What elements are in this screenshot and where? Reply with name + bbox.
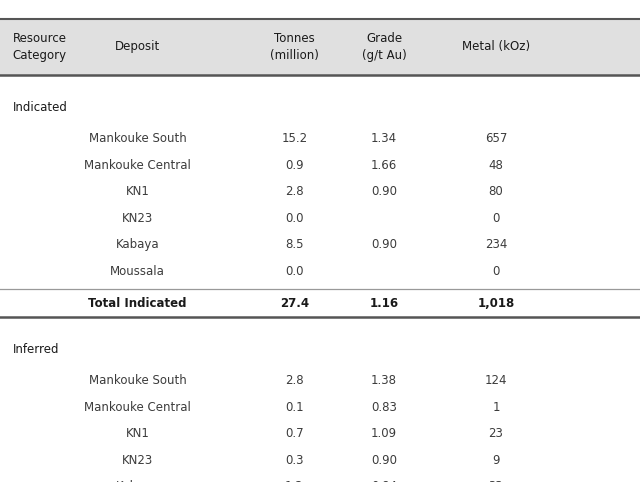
Text: 1.09: 1.09	[371, 428, 397, 441]
Text: 80: 80	[488, 185, 504, 198]
Text: Grade
(g/t Au): Grade (g/t Au)	[362, 32, 406, 62]
Text: 0.9: 0.9	[285, 159, 304, 172]
Text: 0.83: 0.83	[371, 401, 397, 414]
Text: Deposit: Deposit	[115, 40, 160, 54]
Text: Resource
Category: Resource Category	[13, 32, 67, 62]
Text: KN23: KN23	[122, 212, 153, 225]
Text: 0.90: 0.90	[371, 454, 397, 467]
Text: 15.2: 15.2	[282, 132, 307, 145]
Text: 8.5: 8.5	[285, 238, 303, 251]
Text: Mankouke South: Mankouke South	[89, 132, 186, 145]
Bar	[0, 19, 640, 75]
Text: 0.3: 0.3	[285, 454, 303, 467]
Text: 0: 0	[492, 212, 500, 225]
Text: 1.66: 1.66	[371, 159, 397, 172]
Text: Total Indicated: Total Indicated	[88, 297, 187, 310]
Text: Tonnes
(million): Tonnes (million)	[270, 32, 319, 62]
Text: 9: 9	[492, 454, 500, 467]
Text: Mankouke Central: Mankouke Central	[84, 159, 191, 172]
Text: Mankouke Central: Mankouke Central	[84, 401, 191, 414]
Text: KN1: KN1	[125, 428, 150, 441]
Text: 0: 0	[492, 265, 500, 278]
Text: 0.1: 0.1	[285, 401, 304, 414]
Text: 0.7: 0.7	[285, 428, 304, 441]
Text: 1: 1	[492, 401, 500, 414]
Text: 23: 23	[488, 428, 504, 441]
Text: Metal (kOz): Metal (kOz)	[462, 40, 530, 54]
Text: Mankouke South: Mankouke South	[89, 375, 186, 388]
Text: KN23: KN23	[122, 454, 153, 467]
Text: 657: 657	[485, 132, 507, 145]
Text: 0.84: 0.84	[371, 481, 397, 482]
Text: Indicated: Indicated	[13, 101, 68, 114]
Text: 2.8: 2.8	[285, 375, 304, 388]
Text: 48: 48	[488, 159, 504, 172]
Text: 234: 234	[485, 238, 507, 251]
Text: 27.4: 27.4	[280, 297, 309, 310]
Text: KN1: KN1	[125, 185, 150, 198]
Text: 0.0: 0.0	[285, 212, 303, 225]
Text: 33: 33	[488, 481, 504, 482]
Text: 124: 124	[484, 375, 508, 388]
Text: 2.8: 2.8	[285, 185, 304, 198]
Text: Moussala: Moussala	[110, 265, 165, 278]
Text: 0.0: 0.0	[285, 265, 303, 278]
Text: 1.16: 1.16	[369, 297, 399, 310]
Text: 1.34: 1.34	[371, 132, 397, 145]
Text: Inferred: Inferred	[13, 343, 60, 356]
Text: 1,018: 1,018	[477, 297, 515, 310]
Text: 1.2: 1.2	[285, 481, 304, 482]
Text: 0.90: 0.90	[371, 185, 397, 198]
Text: 1.38: 1.38	[371, 375, 397, 388]
Text: Kabaya: Kabaya	[116, 238, 159, 251]
Text: Kabaya: Kabaya	[116, 481, 159, 482]
Text: 0.90: 0.90	[371, 238, 397, 251]
